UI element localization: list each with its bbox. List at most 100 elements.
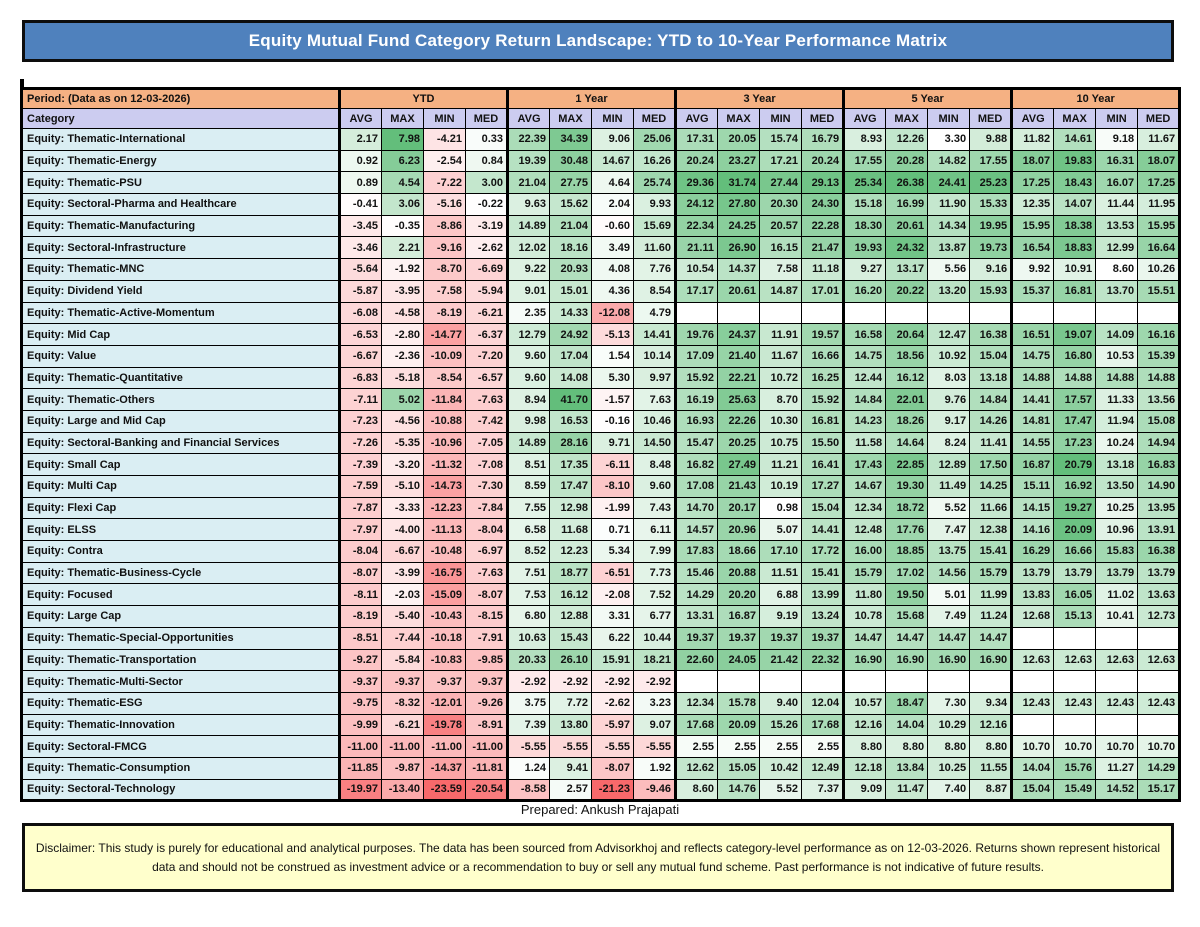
value-cell: -9.85 bbox=[465, 648, 508, 672]
value-cell: 16.90 bbox=[885, 648, 929, 672]
table-row: Equity: Large Cap -8.19 -5.40 -10.43 -8.15 6.… bbox=[21, 605, 1181, 628]
value-cell: 25.74 bbox=[632, 171, 677, 195]
value-cell: 10.70 bbox=[1053, 735, 1097, 758]
value-cell: -14.73 bbox=[423, 475, 466, 498]
value-cell: 1.92 bbox=[632, 756, 677, 780]
value-cell: -9.37 bbox=[338, 670, 382, 693]
value-cell: 14.76 bbox=[717, 778, 761, 802]
value-cell: 0.84 bbox=[465, 149, 508, 173]
value-cell: 12.99 bbox=[1095, 236, 1139, 260]
table-row: Equity: Thematic-PSU 0.89 4.54 -7.22 3.00 21.… bbox=[21, 171, 1181, 195]
value-cell: -7.05 bbox=[465, 431, 508, 455]
value-cell: 14.09 bbox=[1095, 323, 1139, 346]
value-cell: 12.98 bbox=[549, 496, 592, 520]
value-cell bbox=[801, 301, 845, 325]
value-cell: 9.71 bbox=[591, 431, 634, 455]
value-cell: -7.44 bbox=[381, 626, 424, 650]
category-cell: Equity: Sectoral-FMCG bbox=[21, 735, 340, 758]
value-cell: 15.18 bbox=[842, 193, 887, 216]
value-cell: 17.27 bbox=[801, 475, 845, 498]
value-cell: 10.44 bbox=[632, 626, 677, 650]
table-row: Equity: Contra -8.04 -6.67 -10.48 -6.97 8.52 1… bbox=[21, 540, 1181, 563]
table-row: Equity: Sectoral-Banking and Financial S… bbox=[21, 431, 1181, 455]
category-cell: Equity: Thematic-Others bbox=[21, 388, 340, 411]
value-cell: 14.50 bbox=[632, 431, 677, 455]
value-cell: 21.04 bbox=[506, 171, 550, 195]
value-cell: 16.12 bbox=[885, 366, 929, 390]
value-cell: 14.94 bbox=[1137, 431, 1181, 455]
value-cell bbox=[717, 670, 761, 693]
value-cell bbox=[885, 301, 929, 325]
value-cell: 8.80 bbox=[842, 735, 887, 758]
value-cell: 19.39 bbox=[506, 149, 550, 173]
value-cell: -19.78 bbox=[423, 713, 466, 737]
value-cell: -21.23 bbox=[591, 778, 634, 802]
value-cell: -9.46 bbox=[632, 778, 677, 802]
value-cell bbox=[1137, 713, 1181, 737]
category-cell: Equity: Large and Mid Cap bbox=[21, 409, 340, 433]
value-cell bbox=[759, 301, 803, 325]
value-cell: 18.21 bbox=[632, 648, 677, 672]
value-cell: 22.39 bbox=[506, 128, 550, 151]
value-cell: 11.82 bbox=[1010, 128, 1055, 151]
value-cell: 14.55 bbox=[1010, 431, 1055, 455]
table-row: Equity: Sectoral-Pharma and Healthcare -0… bbox=[21, 193, 1181, 216]
value-cell: 12.18 bbox=[842, 756, 887, 780]
value-cell: -6.37 bbox=[465, 323, 508, 346]
value-cell: 17.09 bbox=[674, 344, 719, 368]
value-cell: -10.43 bbox=[423, 605, 466, 628]
value-cell: 17.23 bbox=[1053, 431, 1097, 455]
value-cell: 0.98 bbox=[759, 496, 803, 520]
value-cell: 19.37 bbox=[759, 626, 803, 650]
value-cell: -2.92 bbox=[549, 670, 592, 693]
value-cell: 5.01 bbox=[927, 583, 971, 607]
value-cell: -2.54 bbox=[423, 149, 466, 173]
table-row: Equity: Small Cap -7.39 -3.20 -11.32 -7.08 8.… bbox=[21, 453, 1181, 476]
value-cell: 12.02 bbox=[506, 236, 550, 260]
prepared-by: Prepared: Ankush Prajapati bbox=[520, 802, 680, 817]
value-cell: 9.01 bbox=[506, 279, 550, 303]
value-cell: 2.21 bbox=[381, 236, 424, 260]
category-cell: Equity: Thematic-Consumption bbox=[21, 756, 340, 780]
value-cell: 19.57 bbox=[801, 323, 845, 346]
value-cell: 17.02 bbox=[885, 561, 929, 585]
value-cell: 17.57 bbox=[1053, 388, 1097, 411]
value-cell: 14.41 bbox=[801, 518, 845, 542]
value-cell: 5.02 bbox=[381, 388, 424, 411]
value-cell: 15.47 bbox=[674, 431, 719, 455]
value-cell: 12.48 bbox=[842, 518, 887, 542]
value-cell: 15.76 bbox=[1053, 756, 1097, 780]
value-cell: -2.62 bbox=[591, 691, 634, 715]
value-cell: 9.09 bbox=[842, 778, 887, 802]
value-cell: 9.63 bbox=[506, 193, 550, 216]
value-cell: 4.08 bbox=[591, 258, 634, 281]
value-cell: 5.34 bbox=[591, 540, 634, 563]
category-cell: Equity: Thematic-Multi-Sector bbox=[21, 670, 340, 693]
value-cell: -10.09 bbox=[423, 344, 466, 368]
table-row: Equity: Mid Cap -6.53 -2.80 -14.77 -6.37 12.7… bbox=[21, 323, 1181, 346]
value-cell: 16.79 bbox=[801, 128, 845, 151]
value-cell: -5.40 bbox=[381, 605, 424, 628]
value-cell: 8.24 bbox=[927, 431, 971, 455]
value-cell: 13.17 bbox=[885, 258, 929, 281]
value-cell: 3.23 bbox=[632, 691, 677, 715]
value-cell: 14.04 bbox=[885, 713, 929, 737]
value-cell: 14.04 bbox=[1010, 756, 1055, 780]
value-cell: 7.43 bbox=[632, 496, 677, 520]
table-row: Equity: ELSS -7.97 -4.00 -11.13 -8.04 6.58 11.… bbox=[21, 518, 1181, 542]
value-cell: 14.47 bbox=[927, 626, 971, 650]
value-cell: 20.57 bbox=[759, 214, 803, 238]
value-cell: 14.87 bbox=[759, 279, 803, 303]
value-cell: 15.33 bbox=[969, 193, 1013, 216]
value-cell: 13.87 bbox=[927, 236, 971, 260]
value-cell: 15.39 bbox=[1137, 344, 1181, 368]
value-cell: -9.27 bbox=[338, 648, 382, 672]
value-cell: 16.92 bbox=[1053, 475, 1097, 498]
value-cell: 11.58 bbox=[842, 431, 887, 455]
value-cell: 6.22 bbox=[591, 626, 634, 650]
value-cell: 13.50 bbox=[1095, 475, 1139, 498]
value-cell: 12.16 bbox=[842, 713, 887, 737]
category-cell: Equity: Mid Cap bbox=[21, 323, 340, 346]
value-cell: 20.22 bbox=[885, 279, 929, 303]
value-cell: 12.35 bbox=[1010, 193, 1055, 216]
